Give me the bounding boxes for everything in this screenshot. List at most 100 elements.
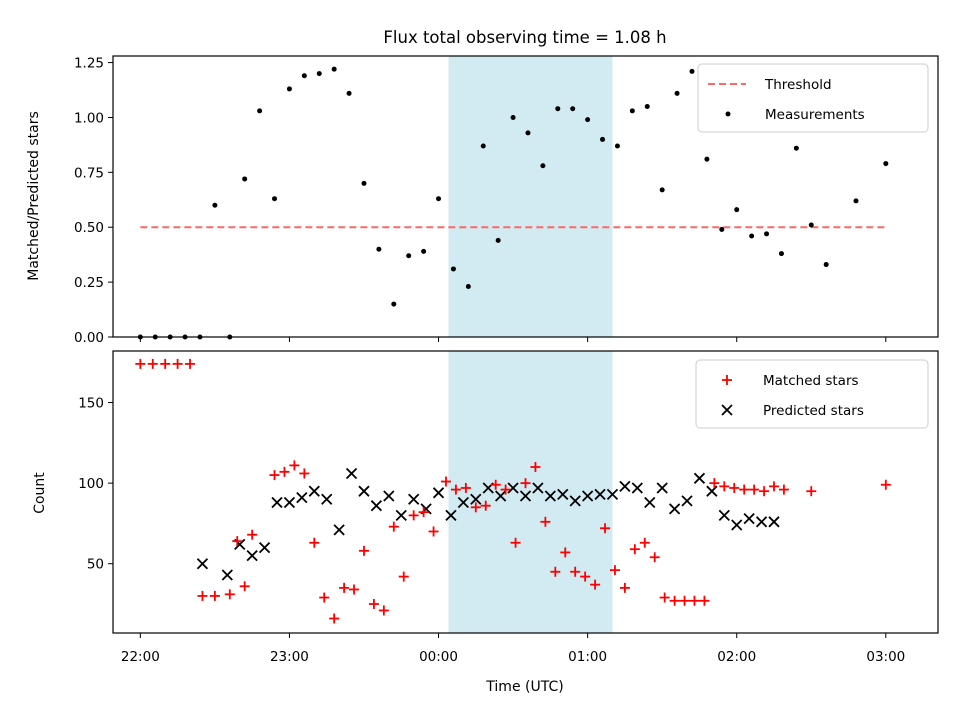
measurement-point [793, 145, 799, 151]
matched-star-point [185, 358, 196, 369]
measurement-point [704, 156, 710, 162]
predicted-star-point [333, 524, 345, 536]
matched-star-point [172, 358, 183, 369]
predicted-star-point [557, 488, 569, 501]
matched-star-point [239, 581, 250, 592]
predicted-star-point [619, 480, 631, 492]
predicted-star-point [457, 496, 470, 509]
matched-star-point [739, 484, 750, 495]
matched-star-point [520, 478, 531, 489]
matched-star-point [309, 537, 320, 548]
matched-star-point [609, 565, 620, 576]
measurement-point [212, 202, 218, 208]
matched-star-point [450, 484, 461, 495]
measurement-point [749, 233, 755, 239]
measurement-point [436, 196, 442, 202]
xtick-label: 03:00 [866, 649, 905, 665]
matched-star-point [224, 589, 235, 600]
matched-star-point [428, 526, 439, 537]
measurement-point [719, 226, 725, 232]
legend-measurements-label: Measurements [765, 107, 865, 123]
measurement-point [376, 246, 382, 252]
bottom-legend: Matched stars Predicted stars [695, 359, 929, 429]
chart-title: Flux total observing time = 1.08 h [383, 28, 666, 47]
matched-star-point [368, 598, 379, 609]
measurement-point [585, 117, 591, 123]
xtick-label: 01:00 [568, 649, 607, 665]
measurement-point [346, 90, 352, 96]
predicted-star-point [258, 541, 271, 554]
matched-star-point [329, 613, 340, 624]
matched-star-point [135, 358, 146, 369]
measurement-point [778, 251, 784, 257]
matched-star-point [540, 516, 551, 527]
matched-star-point [500, 484, 511, 495]
top-ytick-label: 0.25 [74, 275, 104, 291]
predicted-star-point [395, 509, 407, 522]
matched-star-point [299, 468, 310, 479]
predicted-star-point [594, 488, 606, 501]
bottom-y-axis-label: Count [32, 472, 48, 514]
matched-star-point [649, 552, 660, 563]
measurement-point [540, 163, 546, 169]
top-ytick-label: 0.00 [74, 330, 104, 346]
measurement-point [286, 86, 292, 92]
matched-star-point [147, 358, 158, 369]
matched-star-point [719, 481, 730, 492]
predicted-star-point [408, 493, 420, 505]
matched-star-point [729, 482, 740, 493]
measurement-point [555, 106, 561, 112]
xtick-label: 23:00 [270, 649, 309, 665]
matched-star-point [510, 537, 521, 548]
predicted-star-point [768, 516, 780, 528]
predicted-star-point [755, 516, 768, 528]
predicted-star-point [246, 550, 258, 562]
top-ytick-label: 1.00 [74, 110, 104, 126]
legend-matched-label: Matched stars [763, 373, 859, 389]
top-ytick-label: 0.50 [74, 220, 104, 236]
matched-star-point [480, 500, 491, 511]
predicted-star-point [706, 485, 718, 497]
measurement-point [659, 187, 665, 193]
measurement-point [391, 301, 397, 307]
predicted-star-point [656, 482, 668, 494]
matched-star-point [418, 507, 429, 518]
top-axes-frame [112, 55, 939, 338]
matched-star-point [689, 595, 700, 606]
bottom-legend-box [695, 359, 929, 429]
measurement-point [764, 231, 770, 237]
matched-star-point [629, 544, 640, 555]
predicted-star-point [470, 493, 482, 505]
predicted-star-point [743, 512, 755, 525]
matched-star-point [749, 484, 760, 495]
predicted-star-point [668, 503, 681, 515]
predicted-star-point [271, 496, 283, 509]
matched-star-point [580, 571, 591, 582]
bottom-ytick-label: 50 [87, 557, 104, 573]
matched-star-point [289, 460, 300, 471]
measurement-point [242, 176, 248, 182]
predicted-star-point [544, 490, 556, 502]
predicted-star-point [308, 485, 320, 497]
matched-star-point [679, 595, 690, 606]
predicted-star-point [532, 482, 544, 494]
legend-predicted-swatch [721, 404, 733, 416]
legend-measurements-swatch [725, 111, 731, 117]
measurement-point [465, 284, 471, 290]
top-panel: 0.00 0.25 0.50 0.75 1.00 1.25 Matched/Predict… [26, 55, 939, 346]
predicted-star-point [432, 487, 445, 499]
matched-star-point [398, 571, 409, 582]
measurement-point [525, 130, 531, 136]
predicted-star-point [445, 509, 457, 522]
predicted-star-point [581, 490, 594, 502]
measurement-point [734, 207, 740, 213]
measurement-point [257, 108, 263, 114]
measurement-point [614, 143, 620, 149]
top-ytick-label: 0.75 [74, 165, 104, 181]
top-legend-box [697, 63, 929, 133]
matched-star-point [619, 582, 630, 593]
legend-matched-marker [722, 375, 732, 385]
xtick-label: 22:00 [121, 649, 160, 665]
predicted-star-point [731, 519, 743, 531]
